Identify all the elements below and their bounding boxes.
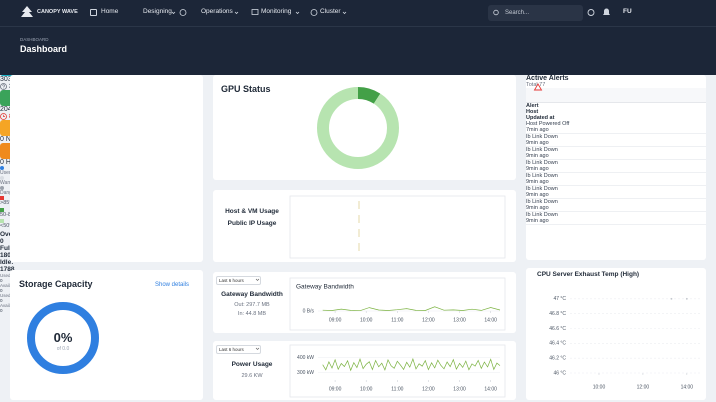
storage-title: Storage Capacity	[19, 279, 93, 289]
row-divider	[526, 185, 706, 186]
gateway-out: Out: 297.7 MB	[234, 302, 270, 308]
row-divider	[526, 211, 706, 212]
ip-title: Public IP Usage	[227, 220, 277, 227]
nav-item[interactable]: Designing	[143, 8, 172, 15]
legend-dot	[0, 166, 4, 170]
alert-time: 9min ago	[526, 179, 549, 185]
nav-item[interactable]: Home	[101, 8, 119, 15]
top-region	[0, 0, 716, 75]
vm-row-value: 0	[0, 288, 3, 294]
alert-time: 9min ago	[526, 153, 549, 159]
alert-name: Host Powered Off	[526, 121, 570, 127]
breadcrumb: DASHBOARD	[20, 37, 49, 42]
icon-shape	[3, 114, 5, 117]
nav-item[interactable]: Monitoring	[261, 8, 292, 15]
vm-row-value: 0	[0, 278, 3, 284]
icon-shape	[0, 113, 7, 120]
power-title: Power Usage	[231, 361, 273, 368]
alert-time: 9min ago	[526, 205, 549, 211]
alert-name: Ib Link Down	[526, 212, 558, 218]
nav-item[interactable]: Cluster	[320, 8, 341, 15]
gpu-title: GPU Status	[221, 84, 271, 94]
vm-row-value: 0	[0, 308, 3, 314]
vm-title: Host & VM Usage	[225, 208, 279, 215]
alert-time: 9min ago	[526, 218, 549, 224]
page-title: Dashboard	[20, 44, 68, 54]
legend-dot	[0, 176, 4, 180]
badge-icon	[0, 83, 7, 90]
power-total: 29.6 KW	[241, 373, 263, 379]
gateway-in: In: 44.8 MB	[237, 311, 267, 317]
alert-name: Ib Link Down	[526, 134, 558, 140]
row-divider	[526, 172, 706, 173]
logo-icon	[21, 6, 33, 17]
alert-name: Ib Link Down	[526, 199, 558, 205]
inventory-card	[10, 75, 203, 262]
row-divider	[526, 198, 706, 199]
user-avatar[interactable]: FU	[623, 8, 632, 15]
row-divider	[526, 133, 706, 134]
nav-chevrons	[171, 5, 610, 21]
table-header	[526, 88, 706, 103]
column-header: Host	[526, 109, 539, 115]
column-header: Alert	[526, 103, 539, 109]
column-header: Updated at	[526, 115, 555, 121]
vm-row-value: 0	[0, 298, 3, 304]
alert-name: Ib Link Down	[526, 186, 558, 192]
alerts-title: Active Alerts	[526, 75, 569, 82]
legend-swatch	[0, 219, 4, 224]
storage-percent: 0%	[53, 330, 73, 345]
legend-swatch	[0, 207, 4, 212]
cpu-title: CPU Server Exhaust Temp (High)	[537, 271, 640, 278]
gpu-stat-value: 1788	[0, 266, 15, 274]
row-divider	[526, 224, 706, 225]
show-details[interactable]: Show details	[155, 282, 190, 288]
nav-divider	[0, 26, 716, 27]
range-select-text[interactable]: Last 6 hours	[219, 277, 244, 283]
alert-time: 9min ago	[526, 166, 549, 172]
gpu-stat-value: 0	[0, 238, 4, 246]
gpu-stat-label: Idle:	[0, 259, 14, 267]
range-select[interactable]	[216, 345, 261, 354]
range-select[interactable]	[216, 276, 261, 285]
alert-time: 9min ago	[526, 140, 549, 146]
search-input[interactable]: Search...	[505, 10, 530, 16]
legend-swatch	[0, 196, 4, 200]
icon-shape	[0, 83, 7, 90]
alert-time: 9min ago	[526, 192, 549, 198]
range-select-text[interactable]: Last 6 hours	[219, 346, 244, 352]
logo-text: CANOPY WAVE	[37, 9, 78, 15]
alert-name: Ib Link Down	[526, 173, 558, 179]
cpu-card	[526, 268, 706, 400]
storage-of: of 0.0	[56, 346, 70, 352]
badge-icon	[0, 113, 7, 120]
nav-item[interactable]: Operations	[201, 8, 233, 15]
icon-shape	[2, 84, 5, 89]
row-divider	[526, 159, 706, 160]
alerts-card: Active Alerts Total 77 Alert Host Updated at…	[526, 75, 706, 260]
alert-name: Ib Link Down	[526, 147, 558, 153]
alert-time: 7min ago	[526, 127, 549, 133]
gateway-title: Gateway Bandwidth	[221, 291, 283, 298]
alert-name: Ib Link Down	[526, 160, 558, 166]
home-icon	[90, 9, 97, 16]
legend-dot	[0, 186, 4, 190]
row-divider	[526, 146, 706, 147]
gpu-stat-value: 180	[0, 252, 11, 260]
